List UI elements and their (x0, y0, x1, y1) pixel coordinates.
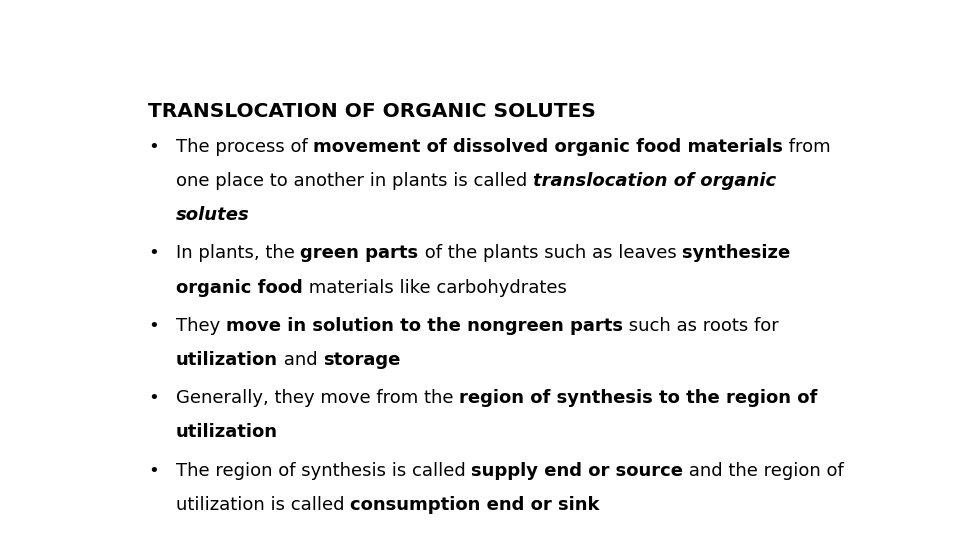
Text: translocation of organic: translocation of organic (533, 172, 782, 190)
Text: solutes: solutes (176, 206, 250, 224)
Text: supply end or source: supply end or source (471, 462, 684, 480)
Text: TRANSLOCATION OF ORGANIC SOLUTES: TRANSLOCATION OF ORGANIC SOLUTES (148, 102, 596, 121)
Text: utilization: utilization (176, 351, 277, 369)
Text: consumption end or sink: consumption end or sink (350, 496, 600, 514)
Text: of the plants such as leaves: of the plants such as leaves (419, 245, 682, 262)
Text: In plants, the: In plants, the (176, 245, 300, 262)
Text: storage: storage (324, 351, 400, 369)
Text: one place to another in plants is called: one place to another in plants is called (176, 172, 533, 190)
Text: materials like carbohydrates: materials like carbohydrates (302, 279, 566, 296)
Text: movement of dissolved organic food materials: movement of dissolved organic food mater… (313, 138, 783, 156)
Text: and: and (277, 351, 324, 369)
Text: •: • (148, 245, 159, 262)
Text: green parts: green parts (300, 245, 419, 262)
Text: •: • (148, 317, 159, 335)
Text: utilization is called: utilization is called (176, 496, 350, 514)
Text: •: • (148, 389, 159, 407)
Text: such as roots for: such as roots for (623, 317, 784, 335)
Text: The region of synthesis is called: The region of synthesis is called (176, 462, 471, 480)
Text: •: • (148, 138, 159, 156)
Text: synthesize: synthesize (682, 245, 797, 262)
Text: from: from (783, 138, 836, 156)
Text: Generally, they move from the: Generally, they move from the (176, 389, 459, 407)
Text: •: • (148, 462, 159, 480)
Text: utilization: utilization (176, 423, 277, 441)
Text: and the region of: and the region of (684, 462, 844, 480)
Text: move in solution to the nongreen parts: move in solution to the nongreen parts (226, 317, 623, 335)
Text: region of synthesis to the region of: region of synthesis to the region of (459, 389, 824, 407)
Text: The process of: The process of (176, 138, 313, 156)
Text: They: They (176, 317, 226, 335)
Text: organic food: organic food (176, 279, 302, 296)
